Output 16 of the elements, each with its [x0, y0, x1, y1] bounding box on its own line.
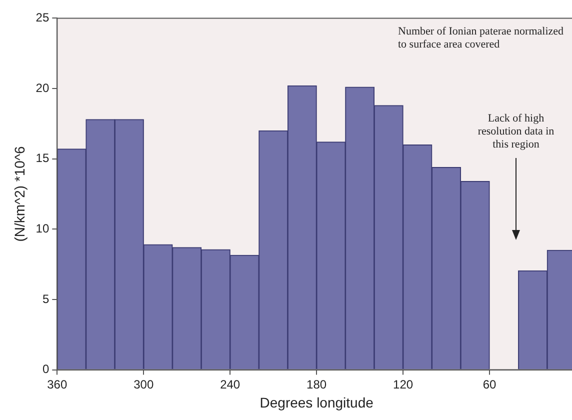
y-tick-label: 0: [42, 362, 50, 376]
x-tick-label: 120: [393, 377, 414, 392]
y-tick-label: 15: [36, 151, 50, 166]
x-tick-label: 300: [134, 377, 154, 392]
x-tick-label: 240: [220, 377, 240, 392]
x-tick-label: 180: [306, 377, 327, 392]
y-tick-label: 20: [36, 80, 50, 95]
annotation: Number of Ionian paterae normalized to surface area covered: [398, 26, 564, 51]
x-tick-label: 360: [47, 377, 68, 392]
x-tick-label: 60: [482, 377, 497, 392]
y-tick-label: 5: [42, 292, 50, 306]
y-axis-title: (N/km^2) *10^6: [11, 146, 28, 242]
x-axis-title: Degrees longitude: [260, 394, 374, 410]
annotation: Lack of high resolution data in this region: [478, 112, 555, 151]
y-tick-label: 10: [36, 221, 50, 236]
y-tick-label: 25: [36, 10, 50, 25]
